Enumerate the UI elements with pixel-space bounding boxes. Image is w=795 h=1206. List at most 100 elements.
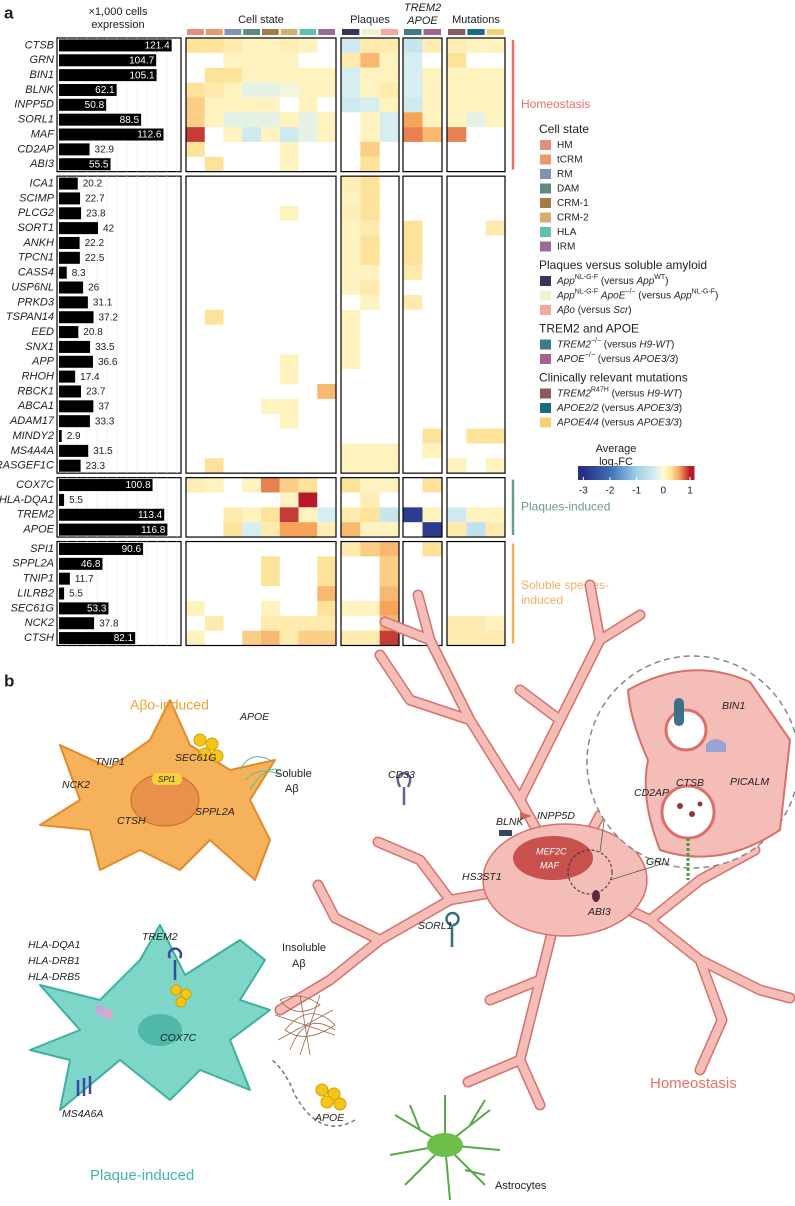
- gene-label: HS3ST1: [462, 871, 502, 883]
- heatmap-cell: [379, 477, 399, 493]
- heatmap-cell: [360, 492, 380, 508]
- text-segment: HLA: [557, 227, 577, 238]
- gene-label: COX7C: [16, 479, 54, 491]
- column-group-header: Mutations: [452, 14, 500, 26]
- expression-bar: [59, 557, 103, 570]
- colorbar-segment: [647, 466, 651, 480]
- expression-label: 5.5: [69, 495, 83, 506]
- heatmap-cell: [298, 38, 318, 53]
- legend-swatch: [540, 403, 551, 413]
- heatmap-cell: [317, 522, 336, 538]
- gene-label: MINDY2: [12, 430, 54, 442]
- heatmap-cell: [403, 220, 423, 236]
- expression-label: 55.5: [89, 159, 109, 170]
- trem2-receptor: [167, 947, 183, 980]
- gene-label: CD2AP: [634, 787, 669, 799]
- expression-label: 112.6: [137, 130, 162, 141]
- heatmap-cell: [204, 309, 224, 325]
- heatmap-cell: [403, 265, 423, 281]
- text-segment: APOE3/3: [636, 417, 679, 428]
- heatmap-cell: [261, 398, 280, 414]
- text-segment: ): [665, 276, 668, 287]
- text-segment: WT: [654, 274, 666, 281]
- legend-swatch: [540, 169, 551, 179]
- heatmap-cell: [341, 630, 361, 646]
- legend-title: Clinically relevant mutations: [539, 371, 688, 385]
- text-segment: −/−: [625, 289, 635, 296]
- granule: [697, 801, 703, 807]
- gene-label: SORT1: [18, 222, 54, 234]
- heatmap-cell: [317, 82, 336, 98]
- heatmap-cell: [298, 112, 318, 128]
- colorbar-segment: [653, 466, 656, 480]
- heatmap-frame: [446, 37, 506, 173]
- text-segment: (versus: [598, 276, 636, 287]
- gene-label: SPI1: [158, 775, 175, 784]
- heatmap-cell: [279, 413, 299, 429]
- heatmap-cell: [242, 507, 261, 523]
- colorbar-segment: [634, 466, 637, 480]
- inpp5d-protein: [520, 812, 532, 820]
- heatmap-cell: [341, 38, 361, 53]
- heatmap-cell: [485, 220, 505, 236]
- heatmap-cell: [204, 477, 224, 493]
- legend-label: APOE4/4 (versus APOE3/3): [556, 417, 682, 428]
- heatmap-cell: [422, 112, 442, 128]
- heatmap-cell: [341, 97, 361, 113]
- blnk-protein: [499, 830, 512, 836]
- legend-title: TREM2 and APOE: [539, 322, 639, 336]
- heatmap-cell: [379, 458, 399, 474]
- heatmap-cell: [317, 384, 336, 399]
- text-segment: H9-WT: [639, 339, 672, 350]
- hla-protein: [95, 1005, 105, 1015]
- ms4a6a-protein: [76, 1076, 92, 1096]
- heatmap-cell: [485, 507, 505, 523]
- gene-label: USP6NL: [11, 281, 54, 293]
- heatmap-cell: [261, 507, 280, 523]
- expression-bar: [59, 128, 164, 141]
- heatmap-cell: [341, 176, 361, 191]
- colorbar-segment: [649, 466, 652, 480]
- expression-label: 100.8: [126, 480, 151, 491]
- colorbar-tick-label: -2: [606, 486, 615, 497]
- expression-bar: [59, 542, 144, 555]
- column-color-strip: [299, 29, 317, 35]
- spi1-box: [152, 773, 182, 785]
- heatmap-cell: [298, 507, 318, 523]
- expression-bar: [59, 98, 107, 111]
- heatmap-cell: [341, 339, 361, 355]
- heatmap-cell: [360, 112, 380, 128]
- colorbar-segment: [626, 466, 629, 480]
- expression-label: 82.1: [114, 633, 134, 644]
- expression-label: 37: [98, 401, 110, 412]
- state-label: Homeostasis: [650, 1075, 737, 1092]
- gene-label: SPI1: [30, 543, 54, 555]
- heatmap-cell: [403, 52, 423, 68]
- bar-panel-frame: [56, 175, 182, 474]
- colorbar-segment: [643, 466, 647, 480]
- colorbar-segment: [624, 466, 627, 480]
- heatmap-cell: [341, 205, 361, 221]
- column-color-strip: [318, 29, 335, 35]
- colorbar-segment: [682, 466, 685, 480]
- heatmap-cell: [298, 67, 318, 83]
- colorbar-segment: [593, 466, 596, 480]
- expression-label: 90.6: [122, 544, 142, 555]
- heatmap-cell: [261, 52, 280, 68]
- expression-bar: [59, 523, 168, 536]
- colorbar-title: Average: [596, 443, 637, 455]
- text-segment: ): [671, 339, 674, 350]
- expression-bar: [59, 177, 78, 190]
- heatmap-cell: [466, 428, 486, 444]
- heatmap-cell: [360, 205, 380, 221]
- heatmap-cell: [341, 522, 361, 538]
- column-group-header: TREM2: [404, 2, 441, 14]
- row-group-label: Plaques-induced: [521, 500, 610, 514]
- text-segment: Aβo: [556, 305, 575, 316]
- heatmap-cell: [379, 38, 399, 53]
- heatmap-frame: [446, 175, 506, 474]
- heatmap-cell: [242, 127, 261, 142]
- expression-label: 31.5: [93, 446, 113, 457]
- insoluble-label: Insoluble: [282, 942, 326, 954]
- gene-label: TPCN1: [18, 252, 54, 264]
